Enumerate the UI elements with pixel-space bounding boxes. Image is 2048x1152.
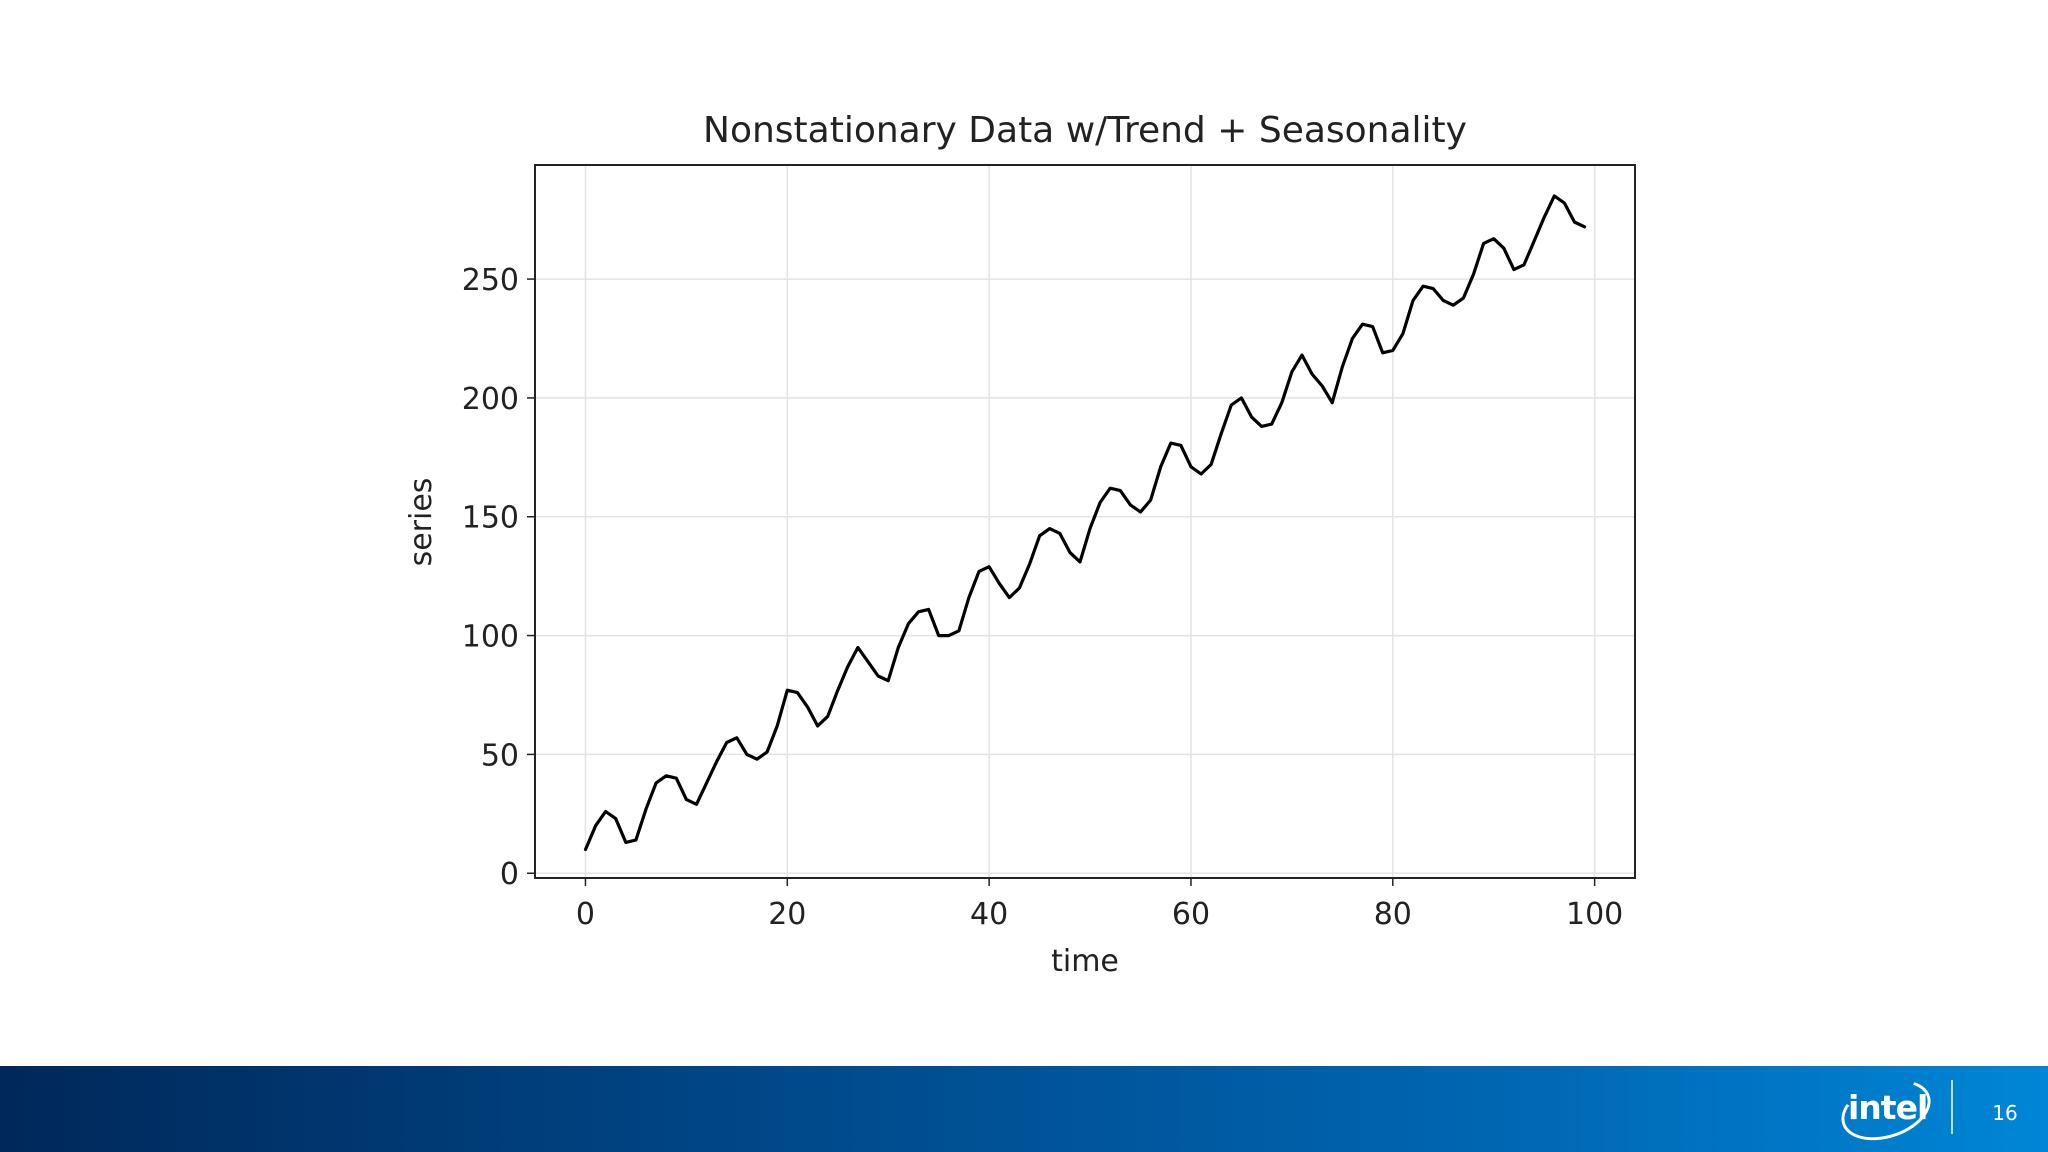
y-tick-label: 0 (500, 857, 519, 892)
y-tick-label: 50 (481, 738, 519, 773)
y-tick-label: 200 (462, 382, 519, 417)
x-tick-label: 100 (1566, 897, 1623, 932)
intel-logo: intel (1833, 1069, 1939, 1151)
y-axis-label: series (404, 478, 439, 567)
y-tick-label: 100 (462, 620, 519, 655)
footer-bar (0, 1066, 2048, 1152)
series-layer (583, 194, 1587, 852)
x-axis-label: time (1051, 944, 1119, 979)
chart-title: Nonstationary Data w/Trend + Seasonality (703, 110, 1467, 151)
x-tick-label: 60 (1172, 897, 1210, 932)
plot-frame (534, 164, 1636, 879)
logo-text: intel (1848, 1088, 1928, 1127)
y-tick-label: 250 (462, 263, 519, 298)
series-line (583, 194, 1587, 852)
chart: 0 20 40 60 80 100 0 50 100 150 200 250 Nonstationar… (404, 110, 1636, 979)
page-number: 16 (1992, 1101, 2018, 1125)
grid-lines (535, 165, 1635, 878)
x-tick-label: 40 (970, 897, 1008, 932)
axis-ticks: 0 20 40 60 80 100 0 50 100 150 200 250 (462, 263, 1624, 932)
x-tick-label: 0 (576, 897, 595, 932)
y-tick-label: 150 (462, 501, 519, 536)
x-tick-label: 20 (768, 897, 806, 932)
x-tick-label: 80 (1374, 897, 1412, 932)
footer-divider (1951, 1080, 1953, 1134)
